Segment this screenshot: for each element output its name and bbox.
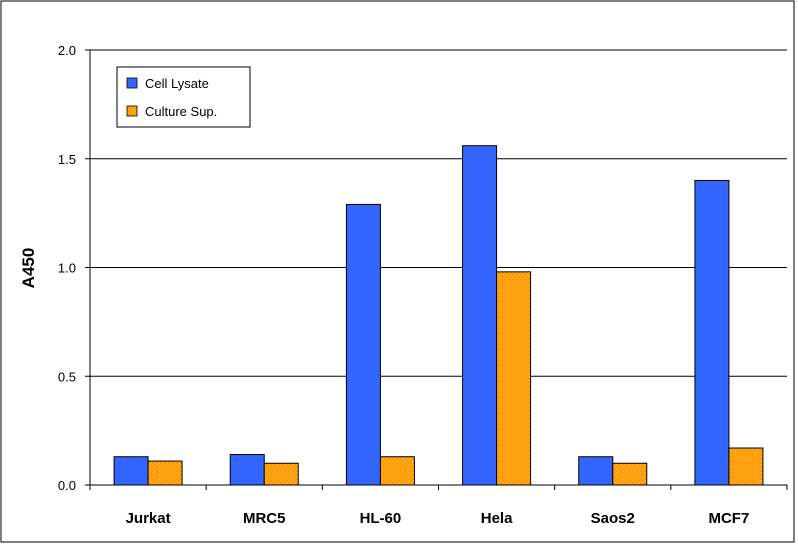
bar-cell-lysate-mrc5 bbox=[229, 454, 265, 486]
legend: Cell Lysate Culture Sup. bbox=[116, 66, 251, 128]
bar-culture-sup-mcf7 bbox=[728, 447, 764, 486]
bar-culture-sup-hela bbox=[496, 271, 532, 486]
y-tick-label-4: 2.0 bbox=[58, 43, 76, 58]
bar-culture-sup-saos2 bbox=[612, 462, 648, 486]
y-tick-label-3: 1.5 bbox=[58, 152, 76, 167]
legend-swatch-culture-sup bbox=[126, 105, 138, 117]
x-tick-label-hl-60: HL-60 bbox=[360, 510, 402, 527]
bar-culture-sup-mrc5 bbox=[263, 462, 299, 486]
x-tick-label-hela: Hela bbox=[481, 510, 513, 527]
bar-cell-lysate-hela bbox=[462, 145, 498, 486]
x-tick-label-saos2: Saos2 bbox=[591, 510, 635, 527]
bar-cell-lysate-hl-60 bbox=[345, 203, 381, 486]
y-tick-label-1: 0.5 bbox=[58, 369, 76, 384]
y-tick-label-0: 0.0 bbox=[58, 478, 76, 493]
x-tick-label-mrc5: MRC5 bbox=[243, 510, 286, 527]
y-tick-label-2: 1.0 bbox=[58, 261, 76, 276]
gridlines bbox=[90, 49, 787, 377]
axes bbox=[85, 49, 788, 490]
y-axis-label: A450 bbox=[19, 248, 38, 289]
bar-culture-sup-jurkat bbox=[147, 460, 183, 486]
bar-cell-lysate-saos2 bbox=[578, 456, 614, 486]
x-tick-labels: Jurkat MRC5 HL-60 Hela Saos2 MCF7 bbox=[126, 510, 750, 527]
legend-label-cell-lysate: Cell Lysate bbox=[145, 76, 209, 91]
y-tick-labels: 0.0 0.5 1.0 1.5 2.0 bbox=[58, 43, 76, 493]
x-tick-label-mcf7: MCF7 bbox=[708, 510, 749, 527]
x-tick-label-jurkat: Jurkat bbox=[126, 510, 171, 527]
bars bbox=[113, 145, 764, 486]
bar-cell-lysate-mcf7 bbox=[694, 180, 730, 486]
bar-cell-lysate-jurkat bbox=[113, 456, 149, 486]
legend-box bbox=[116, 66, 251, 128]
bar-culture-sup-hl-60 bbox=[379, 456, 415, 486]
legend-swatch-cell-lysate bbox=[126, 77, 138, 89]
legend-label-culture-sup: Culture Sup. bbox=[145, 104, 217, 119]
